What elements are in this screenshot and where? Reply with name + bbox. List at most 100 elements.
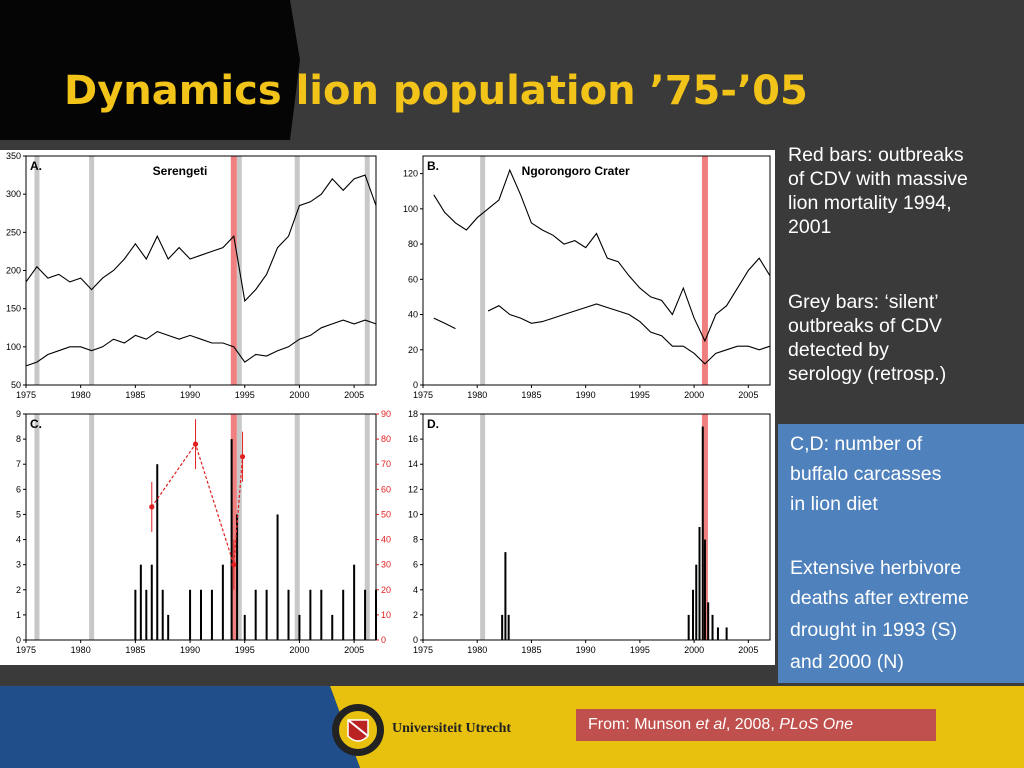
panel-letter: B. (427, 159, 439, 173)
y-tick-label: 1 (16, 610, 21, 620)
y-tick-label: 8 (413, 535, 418, 545)
y2-tick-label: 40 (381, 535, 391, 545)
red-bars-line-4: 2001 (788, 216, 832, 238)
x-tick-label: 1990 (576, 390, 596, 400)
panel-letter: C. (30, 417, 42, 431)
carcass-bar (342, 589, 345, 640)
carcass-bar (711, 614, 714, 640)
carcass-bar (331, 614, 334, 640)
x-tick-label: 1985 (125, 390, 145, 400)
x-tick-label: 1990 (180, 645, 200, 655)
y2-tick-label: 0 (381, 635, 386, 645)
y-tick-label: 8 (16, 434, 21, 444)
carcass-bar (161, 589, 164, 640)
carcass-bar (687, 614, 690, 640)
x-tick-label: 1975 (413, 390, 433, 400)
cdv-outbreak-band (701, 414, 708, 640)
carcass-bar (507, 614, 510, 640)
population-series-line-1 (25, 174, 377, 303)
carcass-bar (150, 564, 153, 640)
y-tick-label: 2 (16, 585, 21, 595)
carcass-bar (221, 564, 224, 640)
carcass-bar (254, 589, 257, 640)
y-tick-label: 50 (11, 380, 21, 390)
y-tick-label: 9 (16, 409, 21, 419)
y-tick-label: 2 (413, 610, 418, 620)
y-tick-label: 14 (408, 459, 418, 469)
carcass-bar (298, 614, 301, 640)
y2-tick-label: 80 (381, 434, 391, 444)
carcass-bar (210, 589, 213, 640)
plot-frame (422, 413, 771, 641)
red-data-point (149, 504, 155, 510)
source-prefix: From: Munson (588, 716, 696, 733)
population-series-line-2 (433, 303, 771, 365)
x-tick-label: 2005 (738, 390, 758, 400)
x-tick-label: 1995 (630, 645, 650, 655)
population-series-line-1 (433, 168, 771, 343)
carcass-bar (200, 589, 202, 640)
carcass-bar (156, 464, 159, 640)
silent-outbreak-band (34, 156, 40, 385)
grey-bars-line-2: outbreaks of CDV (788, 315, 942, 337)
x-tick-label: 1975 (16, 645, 36, 655)
x-tick-label: 1975 (16, 390, 36, 400)
carcass-bar (236, 514, 239, 640)
carcass-bar (707, 602, 710, 640)
y-tick-label: 20 (408, 345, 418, 355)
silent-outbreak-band (364, 414, 370, 640)
x-tick-label: 2005 (344, 390, 364, 400)
y-tick-label: 4 (16, 535, 21, 545)
red-connector-line (151, 442, 244, 565)
x-tick-label: 1985 (521, 390, 541, 400)
cdv-outbreak-band (230, 414, 237, 640)
carcass-bar (375, 589, 377, 640)
carcass-bar (243, 614, 246, 640)
y2-tick-label: 10 (381, 610, 391, 620)
carcass-bar (725, 627, 728, 640)
x-tick-label: 1975 (413, 645, 433, 655)
y2-tick-label: 20 (381, 585, 391, 595)
y2-tick-label: 60 (381, 484, 391, 494)
x-tick-label: 2005 (344, 645, 364, 655)
population-figure: 1975 1980 1985 1990 1995 2000 2005 50 100 150 200 2… (0, 150, 775, 665)
grey-bars-line-4: serology (retrosp.) (788, 363, 947, 385)
x-tick-label: 2000 (289, 645, 309, 655)
y-tick-label: 12 (408, 484, 418, 494)
drought-line-1: Extensive herbivore (790, 557, 962, 579)
cdv-outbreak-band (701, 156, 708, 385)
x-tick-label: 1980 (71, 645, 91, 655)
grey-bars-line-3: detected by (788, 339, 889, 361)
carcass-bar (287, 589, 290, 640)
dark-corner-shape (0, 0, 300, 140)
y-tick-label: 300 (6, 189, 21, 199)
drought-line-4: and 2000 (N) (790, 651, 904, 673)
silent-outbreak-band (480, 156, 486, 385)
y-tick-label: 150 (6, 304, 21, 314)
silent-outbreak-band (294, 414, 300, 640)
y-tick-label: 80 (408, 239, 418, 249)
drought-line-3: drought in 1993 (S) (790, 619, 957, 641)
y-tick-label: 6 (16, 484, 21, 494)
plot-frame (422, 155, 771, 386)
panel-letter: D. (427, 417, 439, 431)
x-tick-label: 1995 (235, 645, 255, 655)
red-bars-line-1: Red bars: outbreaks (788, 144, 964, 166)
y2-tick-label: 90 (381, 409, 391, 419)
source-etal: et al (695, 716, 726, 733)
silent-outbreak-band (294, 156, 300, 385)
y2-tick-label: 70 (381, 459, 391, 469)
y2-tick-label: 50 (381, 509, 391, 519)
x-tick-label: 1990 (576, 645, 596, 655)
carcass-bar (504, 552, 507, 640)
x-tick-label: 2005 (738, 645, 758, 655)
carcass-bar (364, 589, 367, 640)
silent-outbreak-band (364, 156, 370, 385)
x-tick-label: 1980 (467, 390, 487, 400)
cd-line-1: C,D: number of (790, 433, 923, 455)
red-bars-line-2: of CDV with massive (788, 168, 968, 190)
y-tick-label: 16 (408, 434, 418, 444)
carcass-bar (167, 614, 170, 640)
carcass-bar (716, 627, 719, 640)
cdv-outbreak-band (230, 156, 237, 385)
